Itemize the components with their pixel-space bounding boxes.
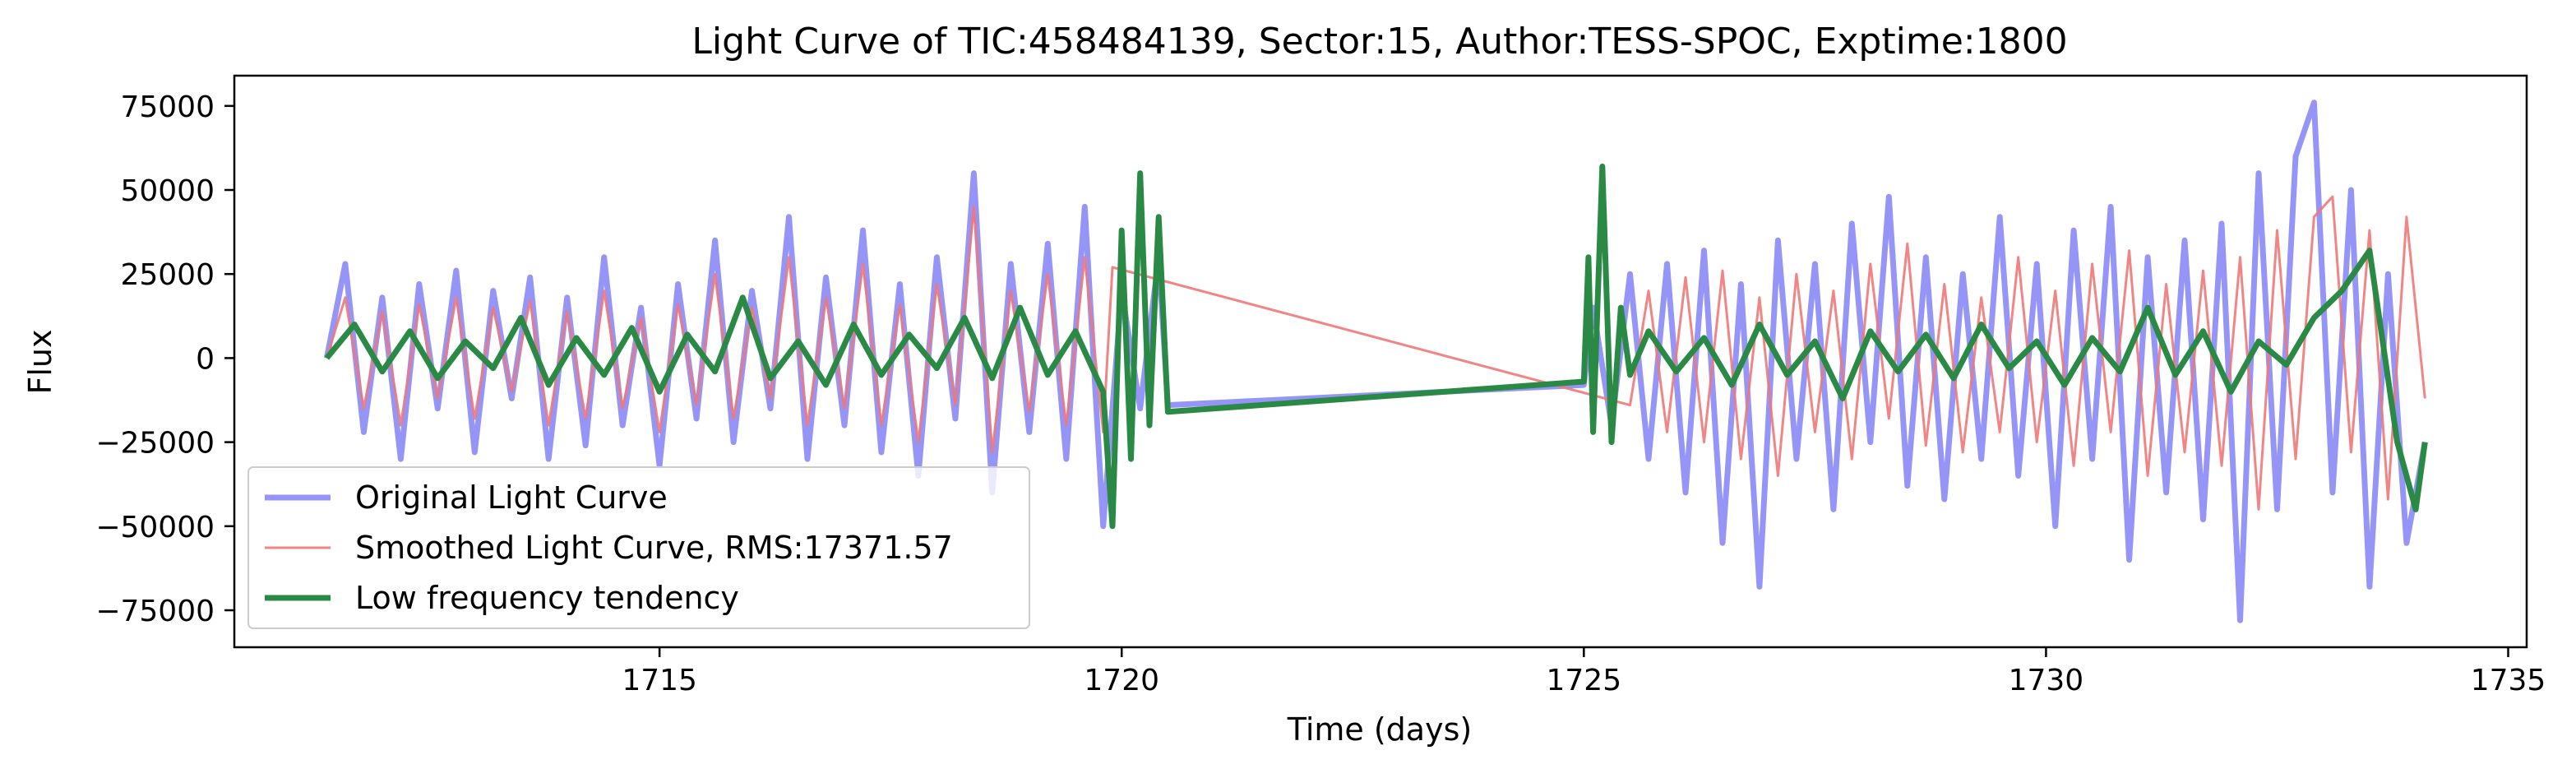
y-tick-label-4: 25000 — [120, 258, 215, 292]
series-layer — [323, 100, 2428, 623]
chart-title: Light Curve of TIC:458484139, Sector:15,… — [691, 21, 2067, 63]
plot-frame — [233, 74, 2528, 649]
y-axis: −75000 −50000 −25000 0 25000 50000 75000 — [95, 90, 234, 628]
legend-label-2: Smoothed Light Curve, RMS:17371.57 — [355, 530, 953, 566]
x-tick-label-3: 1730 — [2009, 664, 2084, 697]
series-line-3 — [324, 163, 2428, 530]
series-line-2 — [325, 195, 2426, 511]
x-tick-label-1: 1720 — [1084, 664, 1159, 697]
y-tick-label-2: −25000 — [95, 427, 215, 461]
y-tick-label-6: 75000 — [120, 90, 215, 124]
legend-box — [247, 466, 1030, 629]
y-tick-label-1: −50000 — [95, 511, 215, 544]
x-axis-label: Time (days) — [1287, 711, 1472, 748]
x-tick-label-0: 1715 — [622, 664, 697, 697]
y-tick-label-5: 50000 — [120, 174, 215, 208]
x-tick-label-2: 1725 — [1547, 664, 1622, 697]
x-axis: 1715 1720 1725 1730 1735 — [622, 647, 2546, 697]
legend-label-1: Original Light Curve — [355, 479, 668, 516]
y-tick-label-3: 0 — [196, 342, 215, 376]
y-axis-label: Flux — [22, 330, 58, 395]
y-tick-label-0: −75000 — [95, 595, 215, 628]
legend: Original Light Curve Smoothed Light Curve… — [247, 466, 1030, 629]
x-tick-label-4: 1735 — [2471, 664, 2546, 697]
legend-label-3: Low frequency tendency — [355, 580, 739, 616]
